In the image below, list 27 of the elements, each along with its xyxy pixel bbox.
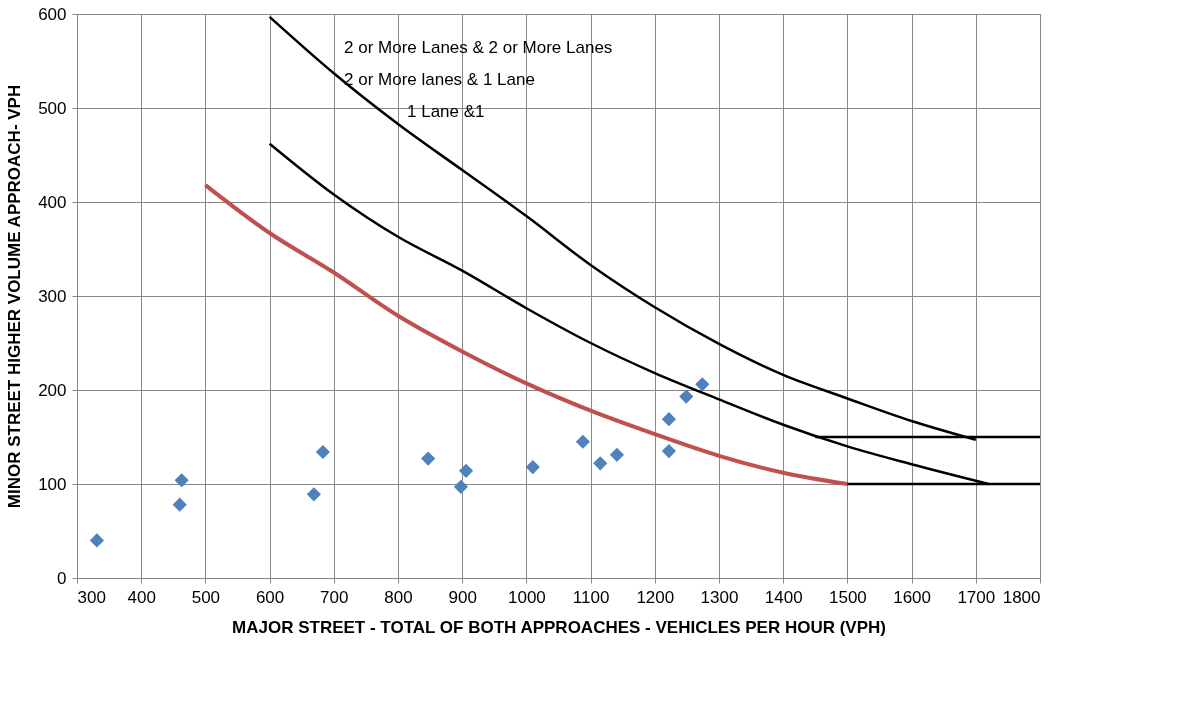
y-tick-label: 300	[38, 286, 67, 306]
x-tick-label: 1800	[1002, 587, 1041, 607]
x-axis-title: MAJOR STREET - TOTAL OF BOTH APPROACHES - VEHICLES PER HOUR (VPH)	[232, 617, 886, 637]
y-tick-label: 0	[57, 568, 67, 588]
y-tick-label: 600	[38, 4, 67, 24]
y-tick-label: 200	[38, 380, 67, 400]
x-tick-label: 1100	[572, 587, 610, 607]
y-tick-label: 500	[38, 98, 67, 118]
annotation: 1 Lane &1	[407, 102, 485, 121]
x-tick-label: 1000	[507, 587, 546, 607]
x-tick-label: 300	[77, 587, 106, 607]
x-tick-label: 1200	[636, 587, 675, 607]
x-tick-label: 500	[191, 587, 221, 607]
x-tick-label: 1500	[828, 587, 867, 607]
x-tick-label: 1700	[957, 587, 996, 607]
x-tick-label: 1400	[764, 587, 803, 607]
x-tick-label: 1600	[893, 587, 932, 607]
x-tick-label: 600	[255, 587, 285, 607]
x-tick-label: 1300	[700, 587, 739, 607]
x-tick-label: 800	[384, 587, 413, 607]
y-tick-label: 100	[38, 474, 67, 494]
x-tick-label: 700	[320, 587, 349, 607]
annotation: 2 or More Lanes & 2 or More Lanes	[344, 38, 613, 57]
x-tick-label: 400	[127, 587, 156, 607]
y-axis-title: MINOR STREET HIGHER VOLUME APPROACH- VPH	[5, 84, 25, 509]
x-tick-label: 900	[448, 587, 477, 607]
y-tick-label: 400	[38, 192, 67, 212]
